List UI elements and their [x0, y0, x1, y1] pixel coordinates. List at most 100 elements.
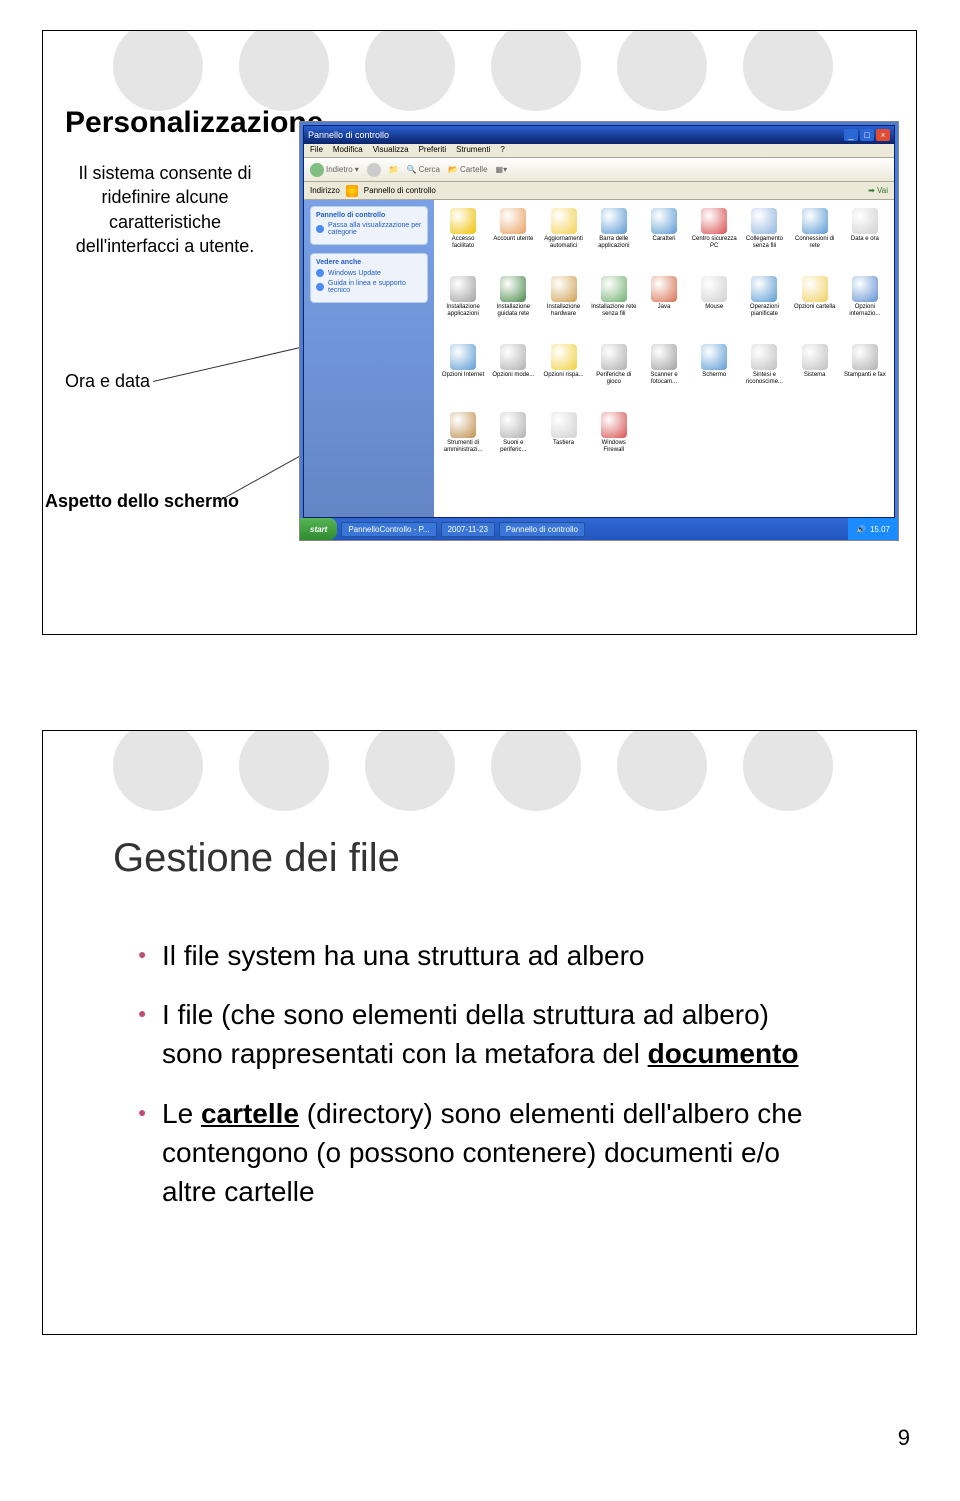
cp-item-label: Strumenti di amministrazi...	[440, 440, 486, 453]
close-button[interactable]: ×	[876, 129, 890, 141]
minimize-button[interactable]: _	[844, 129, 858, 141]
control-panel-item[interactable]: Stampanti e fax	[842, 344, 888, 408]
cp-item-icon	[450, 208, 476, 234]
menu-item[interactable]: Visualizza	[373, 145, 409, 156]
bullet-icon	[316, 269, 324, 277]
taskbar-button[interactable]: 2007-11-23	[441, 522, 495, 537]
cp-item-icon	[651, 344, 677, 370]
cp-item-icon	[852, 276, 878, 302]
menu-item[interactable]: Modifica	[333, 145, 363, 156]
control-panel-item[interactable]: Opzioni internazio...	[842, 276, 888, 340]
start-button[interactable]: start	[300, 518, 337, 540]
control-panel-item[interactable]: Java	[641, 276, 687, 340]
control-panel-item[interactable]: Windows Firewall	[591, 412, 637, 476]
control-panel-item[interactable]: Installazione rete senza fili	[591, 276, 637, 340]
control-panel-item[interactable]: Suoni e periferic...	[490, 412, 536, 476]
control-panel-item[interactable]: Tastiera	[540, 412, 586, 476]
cp-item-icon	[551, 412, 577, 438]
bullet-item: Le cartelle (directory) sono elementi de…	[138, 1094, 836, 1212]
cp-item-icon	[500, 344, 526, 370]
control-panel-item[interactable]: Centro sicurezza PC	[691, 208, 737, 272]
control-panel-item[interactable]: Connessioni di rete	[792, 208, 838, 272]
toolbar[interactable]: Indietro ▾ 📁 🔍 Cerca 📂 Cartelle ▦▾	[304, 158, 894, 182]
control-panel-item[interactable]: Strumenti di amministrazi...	[440, 412, 486, 476]
address-bar[interactable]: Indirizzo Pannello di controllo ➡ Vai	[304, 182, 894, 200]
control-panel-item[interactable]: Opzioni rispa...	[540, 344, 586, 408]
bullet-item: Il file system ha una struttura ad alber…	[138, 936, 836, 975]
up-button[interactable]: 📁	[389, 165, 399, 174]
control-panel-item[interactable]: Scanner e fotocam...	[641, 344, 687, 408]
control-panel-item[interactable]: Opzioni cartella	[792, 276, 838, 340]
cp-item-icon	[551, 208, 577, 234]
control-panel-item[interactable]: Operazioni pianificate	[741, 276, 787, 340]
control-panel-item[interactable]: Accesso facilitato	[440, 208, 486, 272]
control-panel-window: Pannello di controllo _ □ × File Modifica…	[303, 125, 895, 518]
cp-item-icon	[802, 344, 828, 370]
circle	[491, 730, 581, 811]
taskbar-tasks: PannelloControllo - P... 2007-11-23 Pannel…	[337, 522, 585, 537]
control-panel-item[interactable]: Installazione hardware	[540, 276, 586, 340]
cp-item-icon	[802, 208, 828, 234]
circle	[113, 30, 203, 111]
side-panel-title: Vedere anche	[316, 259, 422, 266]
cp-item-label: Schermo	[702, 372, 726, 379]
slide-title: Gestione dei file	[113, 836, 400, 881]
menu-item[interactable]: ?	[500, 145, 504, 156]
control-panel-item[interactable]: Schermo	[691, 344, 737, 408]
circle	[113, 730, 203, 811]
taskbar-button[interactable]: PannelloControllo - P...	[341, 522, 436, 537]
cp-item-label: Scanner e fotocam...	[641, 372, 687, 385]
clock[interactable]: 15.07	[870, 525, 890, 534]
go-button[interactable]: ➡ Vai	[868, 186, 888, 195]
folders-button[interactable]: 📂 Cartelle	[448, 165, 488, 174]
maximize-button[interactable]: □	[860, 129, 874, 141]
menu-item[interactable]: File	[310, 145, 323, 156]
window-title: Pannello di controllo	[308, 130, 389, 140]
system-tray[interactable]: 🔊 15.07	[848, 518, 898, 540]
back-button[interactable]: Indietro ▾	[310, 163, 359, 177]
side-panel-link[interactable]: Windows Update	[316, 269, 422, 277]
cp-item-label: Sistema	[804, 372, 826, 379]
bullet-item: I file (che sono elementi della struttur…	[138, 995, 836, 1073]
cp-item-icon	[551, 276, 577, 302]
circle	[617, 730, 707, 811]
control-panel-item[interactable]: Installazione applicazioni	[440, 276, 486, 340]
search-button[interactable]: 🔍 Cerca	[407, 165, 440, 174]
taskbar[interactable]: start PannelloControllo - P... 2007-11-23…	[300, 518, 898, 540]
control-panel-item[interactable]: Barra delle applicazioni	[591, 208, 637, 272]
side-task-pane: Pannello di controllo Passa alla visualiz…	[304, 200, 434, 517]
menu-item[interactable]: Preferiti	[419, 145, 447, 156]
control-panel-item[interactable]: Opzioni mode...	[490, 344, 536, 408]
views-button[interactable]: ▦▾	[496, 165, 508, 174]
cp-item-label: Opzioni cartella	[794, 304, 835, 311]
control-panel-item[interactable]: Periferiche di gioco	[591, 344, 637, 408]
control-panel-item[interactable]: Aggiornamenti automatici	[540, 208, 586, 272]
control-panel-item[interactable]: Account utente	[490, 208, 536, 272]
cp-item-icon	[500, 412, 526, 438]
menu-item[interactable]: Strumenti	[456, 145, 490, 156]
side-panel-link[interactable]: Guida in linea e supporto tecnico	[316, 280, 422, 294]
cp-item-label: Sintesi e riconoscime...	[741, 372, 787, 385]
window-titlebar[interactable]: Pannello di controllo _ □ ×	[304, 126, 894, 144]
control-panel-item[interactable]: Opzioni Internet	[440, 344, 486, 408]
control-panel-item[interactable]: Installazione guidata rete	[490, 276, 536, 340]
circle	[239, 30, 329, 111]
control-panel-item[interactable]: Collegamento senza fili	[741, 208, 787, 272]
control-panel-item[interactable]: Data e ora	[842, 208, 888, 272]
slide-description: Il sistema consente di ridefinire alcune…	[65, 161, 265, 258]
circle	[491, 30, 581, 111]
control-panel-item[interactable]: Sistema	[792, 344, 838, 408]
taskbar-button[interactable]: Pannello di controllo	[499, 522, 585, 537]
control-panel-item[interactable]: Mouse	[691, 276, 737, 340]
forward-button[interactable]	[367, 163, 381, 177]
side-panel-title: Pannello di controllo	[316, 212, 422, 219]
label-ora-e-data: Ora e data	[65, 371, 150, 392]
icon-area: Accesso facilitatoAccount utenteAggiorna…	[434, 200, 894, 517]
bullet-icon	[316, 283, 324, 291]
side-panel-link[interactable]: Passa alla visualizzazione per categorie	[316, 222, 422, 236]
menu-bar[interactable]: File Modifica Visualizza Preferiti Strumenti…	[304, 144, 894, 158]
tray-icon[interactable]: 🔊	[856, 525, 866, 534]
control-panel-item[interactable]: Sintesi e riconoscime...	[741, 344, 787, 408]
circle	[743, 730, 833, 811]
control-panel-item[interactable]: Caratteri	[641, 208, 687, 272]
